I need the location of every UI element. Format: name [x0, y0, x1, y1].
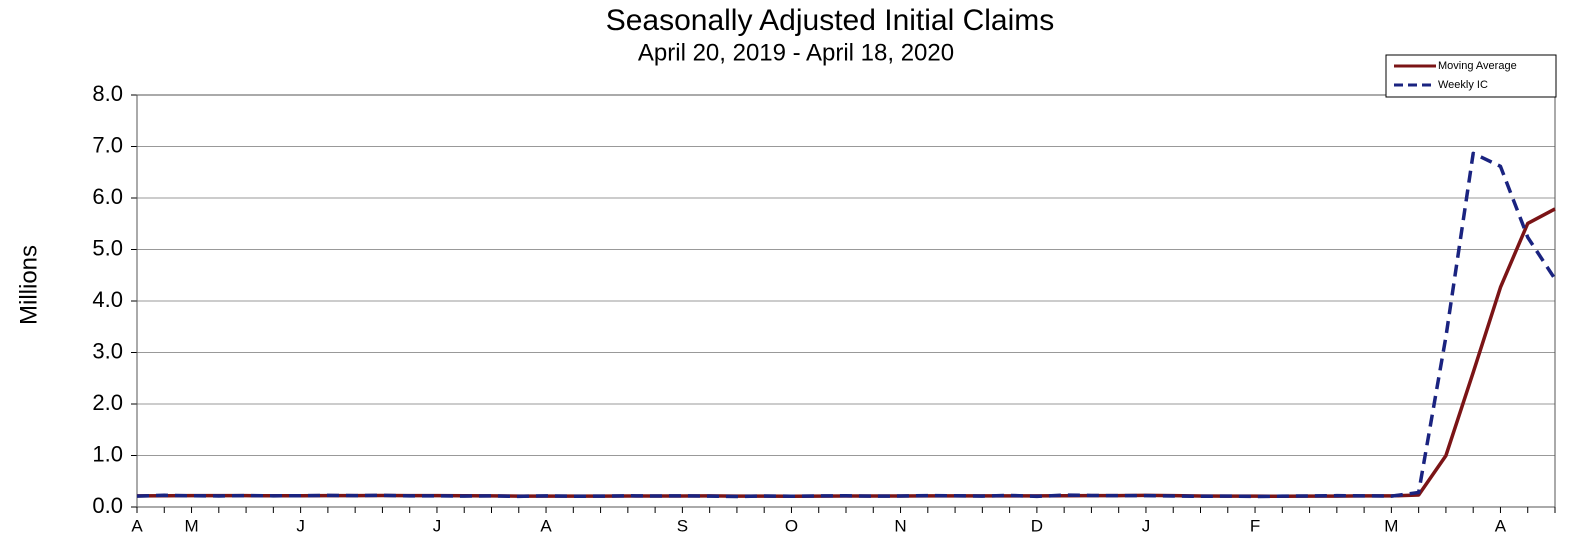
legend-label: Weekly IC	[1438, 79, 1488, 91]
y-tick-label: 6.0	[92, 184, 123, 209]
legend-box	[1385, 54, 1557, 98]
y-axis-label: Millions	[15, 245, 42, 325]
chart-subtitle: April 20, 2019 - April 18, 2020	[638, 39, 954, 66]
x-tick-label: N	[894, 516, 906, 535]
x-tick-label: A	[131, 516, 143, 535]
x-tick-label: J	[1142, 516, 1151, 535]
y-tick-label: 4.0	[92, 287, 123, 312]
y-tick-label: 8.0	[92, 81, 123, 106]
legend-label: Moving Average	[1438, 60, 1517, 72]
chart-title: Seasonally Adjusted Initial Claims	[606, 4, 1055, 37]
y-tick-label: 3.0	[92, 338, 123, 363]
x-tick-label: J	[433, 516, 442, 535]
x-tick-label: A	[540, 516, 552, 535]
x-tick-label: M	[1384, 516, 1398, 535]
y-tick-label: 2.0	[92, 390, 123, 415]
y-tick-label: 1.0	[92, 441, 123, 466]
series-line	[136, 151, 1557, 499]
x-tick-label: A	[1495, 516, 1507, 535]
x-tick-label: F	[1250, 516, 1260, 535]
x-tick-label: M	[184, 516, 198, 535]
y-tick-label: 5.0	[92, 235, 123, 260]
x-tick-label: O	[785, 516, 798, 535]
x-tick-label: S	[677, 516, 688, 535]
x-tick-label: J	[296, 516, 305, 535]
x-tick-label: D	[1031, 516, 1043, 535]
y-tick-label: 7.0	[92, 132, 123, 157]
y-tick-label: 0.0	[92, 493, 123, 518]
